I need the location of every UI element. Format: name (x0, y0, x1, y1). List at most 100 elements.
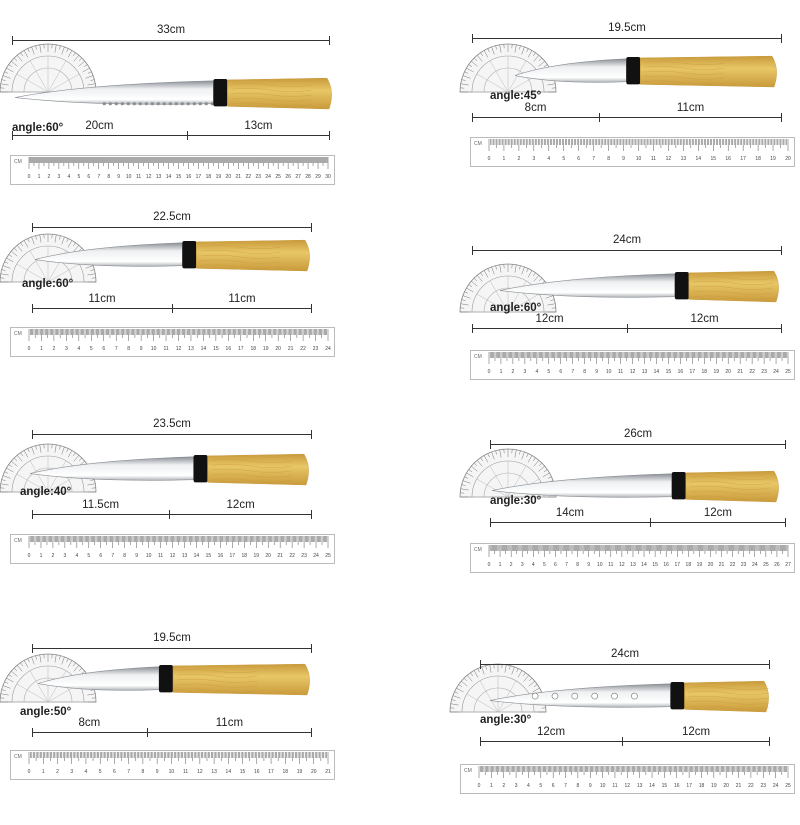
blade-handle-line (32, 308, 312, 309)
svg-text:19: 19 (263, 346, 269, 352)
blade-length-label: 8cm (525, 102, 547, 114)
svg-text:4: 4 (535, 369, 538, 375)
handle (640, 56, 776, 87)
svg-text:17: 17 (230, 553, 236, 559)
svg-text:7: 7 (97, 174, 100, 180)
svg-text:20: 20 (785, 156, 791, 162)
angle-label: angle:60° (22, 278, 73, 290)
handle (196, 240, 309, 271)
svg-text:0: 0 (28, 553, 31, 559)
svg-text:12: 12 (666, 156, 672, 162)
svg-text:18: 18 (283, 769, 289, 775)
knife-image (15, 72, 335, 116)
svg-text:24: 24 (313, 553, 319, 559)
svg-text:6: 6 (577, 156, 580, 162)
total-length-label: 22.5cm (153, 211, 191, 223)
svg-text:6: 6 (113, 769, 116, 775)
svg-text:12: 12 (146, 174, 152, 180)
svg-text:15: 15 (652, 562, 658, 568)
svg-text:4: 4 (532, 562, 535, 568)
svg-text:20: 20 (723, 783, 729, 789)
svg-text:17: 17 (690, 369, 696, 375)
svg-text:13: 13 (182, 553, 188, 559)
svg-text:5: 5 (90, 346, 93, 352)
svg-text:10: 10 (636, 156, 642, 162)
svg-text:21: 21 (737, 369, 743, 375)
svg-text:22: 22 (749, 369, 755, 375)
svg-text:0: 0 (488, 156, 491, 162)
total-length-label: 24cm (613, 234, 641, 246)
bolster (670, 682, 684, 709)
blade-length-label: 12cm (535, 313, 563, 325)
svg-text:6: 6 (554, 562, 557, 568)
svg-text:8: 8 (576, 783, 579, 789)
svg-text:27: 27 (785, 562, 791, 568)
bolster (672, 472, 686, 499)
svg-text:2: 2 (52, 553, 55, 559)
blade (30, 457, 194, 480)
svg-text:15: 15 (710, 156, 716, 162)
svg-text:19: 19 (697, 562, 703, 568)
blade (500, 274, 675, 297)
svg-text:20: 20 (275, 346, 281, 352)
svg-text:14: 14 (654, 369, 660, 375)
svg-text:5: 5 (543, 562, 546, 568)
svg-text:0: 0 (488, 562, 491, 568)
svg-text:1: 1 (40, 346, 43, 352)
bolster (194, 455, 208, 482)
angle-label: angle:60° (490, 302, 541, 314)
svg-text:11: 11 (618, 369, 623, 375)
svg-text:3: 3 (515, 783, 518, 789)
svg-text:5: 5 (562, 156, 565, 162)
handle-length-label: 11cm (228, 293, 255, 305)
knife-image (515, 50, 780, 94)
svg-text:0: 0 (28, 769, 31, 775)
svg-text:2: 2 (56, 769, 59, 775)
bolster (626, 57, 640, 84)
svg-text:21: 21 (325, 769, 331, 775)
svg-text:18: 18 (755, 156, 761, 162)
svg-text:1: 1 (38, 174, 41, 180)
svg-text:18: 18 (699, 783, 705, 789)
handle-length-label: 12cm (690, 313, 718, 325)
angle-label: angle:60° (12, 122, 63, 134)
svg-text:11: 11 (163, 346, 168, 352)
svg-text:22: 22 (300, 346, 306, 352)
svg-text:4: 4 (547, 156, 550, 162)
svg-text:11: 11 (608, 562, 613, 568)
svg-text:7: 7 (111, 553, 114, 559)
total-length-label: 23.5cm (153, 418, 191, 430)
blade-handle-line (32, 732, 312, 733)
svg-text:21: 21 (277, 553, 283, 559)
svg-text:17: 17 (674, 562, 680, 568)
svg-text:15: 15 (240, 769, 246, 775)
knife-image (30, 448, 312, 492)
svg-text:15: 15 (176, 174, 182, 180)
svg-text:10: 10 (606, 369, 612, 375)
svg-text:19: 19 (216, 174, 222, 180)
svg-text:9: 9 (589, 783, 592, 789)
angle-label: angle:50° (20, 706, 71, 718)
handle (227, 78, 331, 109)
svg-text:15: 15 (662, 783, 668, 789)
svg-text:8: 8 (583, 369, 586, 375)
svg-text:8: 8 (127, 346, 130, 352)
svg-text:17: 17 (268, 769, 274, 775)
svg-text:24: 24 (773, 783, 779, 789)
svg-text:10: 10 (151, 346, 157, 352)
svg-text:13: 13 (681, 156, 687, 162)
svg-text:10: 10 (597, 562, 603, 568)
total-length-label: 26cm (624, 428, 652, 440)
svg-text:23: 23 (741, 562, 747, 568)
svg-text:7: 7 (564, 783, 567, 789)
svg-text:0: 0 (28, 346, 31, 352)
blade-handle-line (490, 522, 786, 523)
svg-text:9: 9 (156, 769, 159, 775)
svg-text:4: 4 (527, 783, 530, 789)
svg-text:16: 16 (226, 346, 232, 352)
blade (490, 684, 670, 707)
